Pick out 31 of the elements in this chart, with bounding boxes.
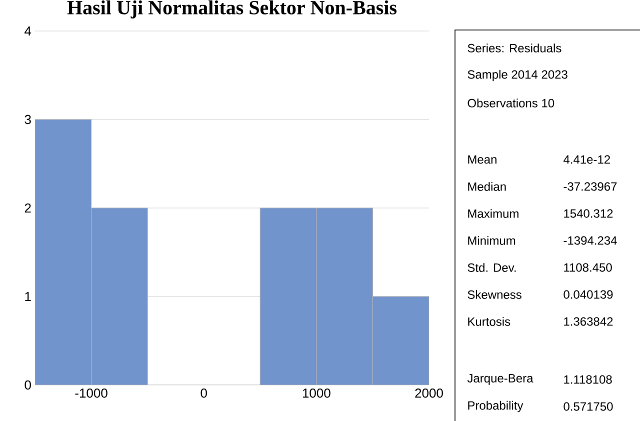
x-tick-label: 2000: [415, 388, 443, 398]
text: 1108.450: [564, 263, 612, 272]
text: -1394.234: [564, 236, 617, 245]
text: 1.363842: [564, 317, 613, 326]
y-tick-label: 2: [24, 203, 31, 213]
text: Probability: [468, 400, 524, 412]
text: Sample 2014 2023: [468, 70, 568, 82]
x-tick-label: 0: [200, 388, 207, 398]
text: Series: Residuals: [468, 44, 562, 52]
text: -37.23967: [564, 182, 617, 191]
text: Minimum: [468, 236, 516, 245]
text: Maximum: [468, 209, 518, 218]
text: 4.41e-12: [563, 155, 610, 164]
x-tick-label: -1000: [75, 388, 108, 398]
y-tick-label: 3: [24, 114, 31, 124]
text: 0.571750: [564, 402, 613, 411]
text: 0.040139: [564, 290, 613, 299]
y-tick-label: 0: [24, 380, 31, 390]
chart-title: Hasil Uji Normalitas Sektor Non-Basis: [67, 0, 397, 18]
text: Mean: [468, 155, 496, 164]
y-tick-label: 1: [25, 292, 31, 301]
text: Observations 10: [468, 98, 554, 108]
text: Jarque-Bera: [467, 374, 534, 385]
x-tick-label: 1000: [302, 388, 330, 398]
text: Std. Dev.: [468, 263, 516, 272]
text: Kurtosis: [468, 317, 510, 326]
text: Median: [468, 182, 506, 191]
text: Skewness: [468, 290, 522, 299]
y-tick-label: 4: [24, 26, 32, 36]
text: 1540.312: [564, 209, 613, 218]
text: 1.118108: [564, 375, 612, 384]
